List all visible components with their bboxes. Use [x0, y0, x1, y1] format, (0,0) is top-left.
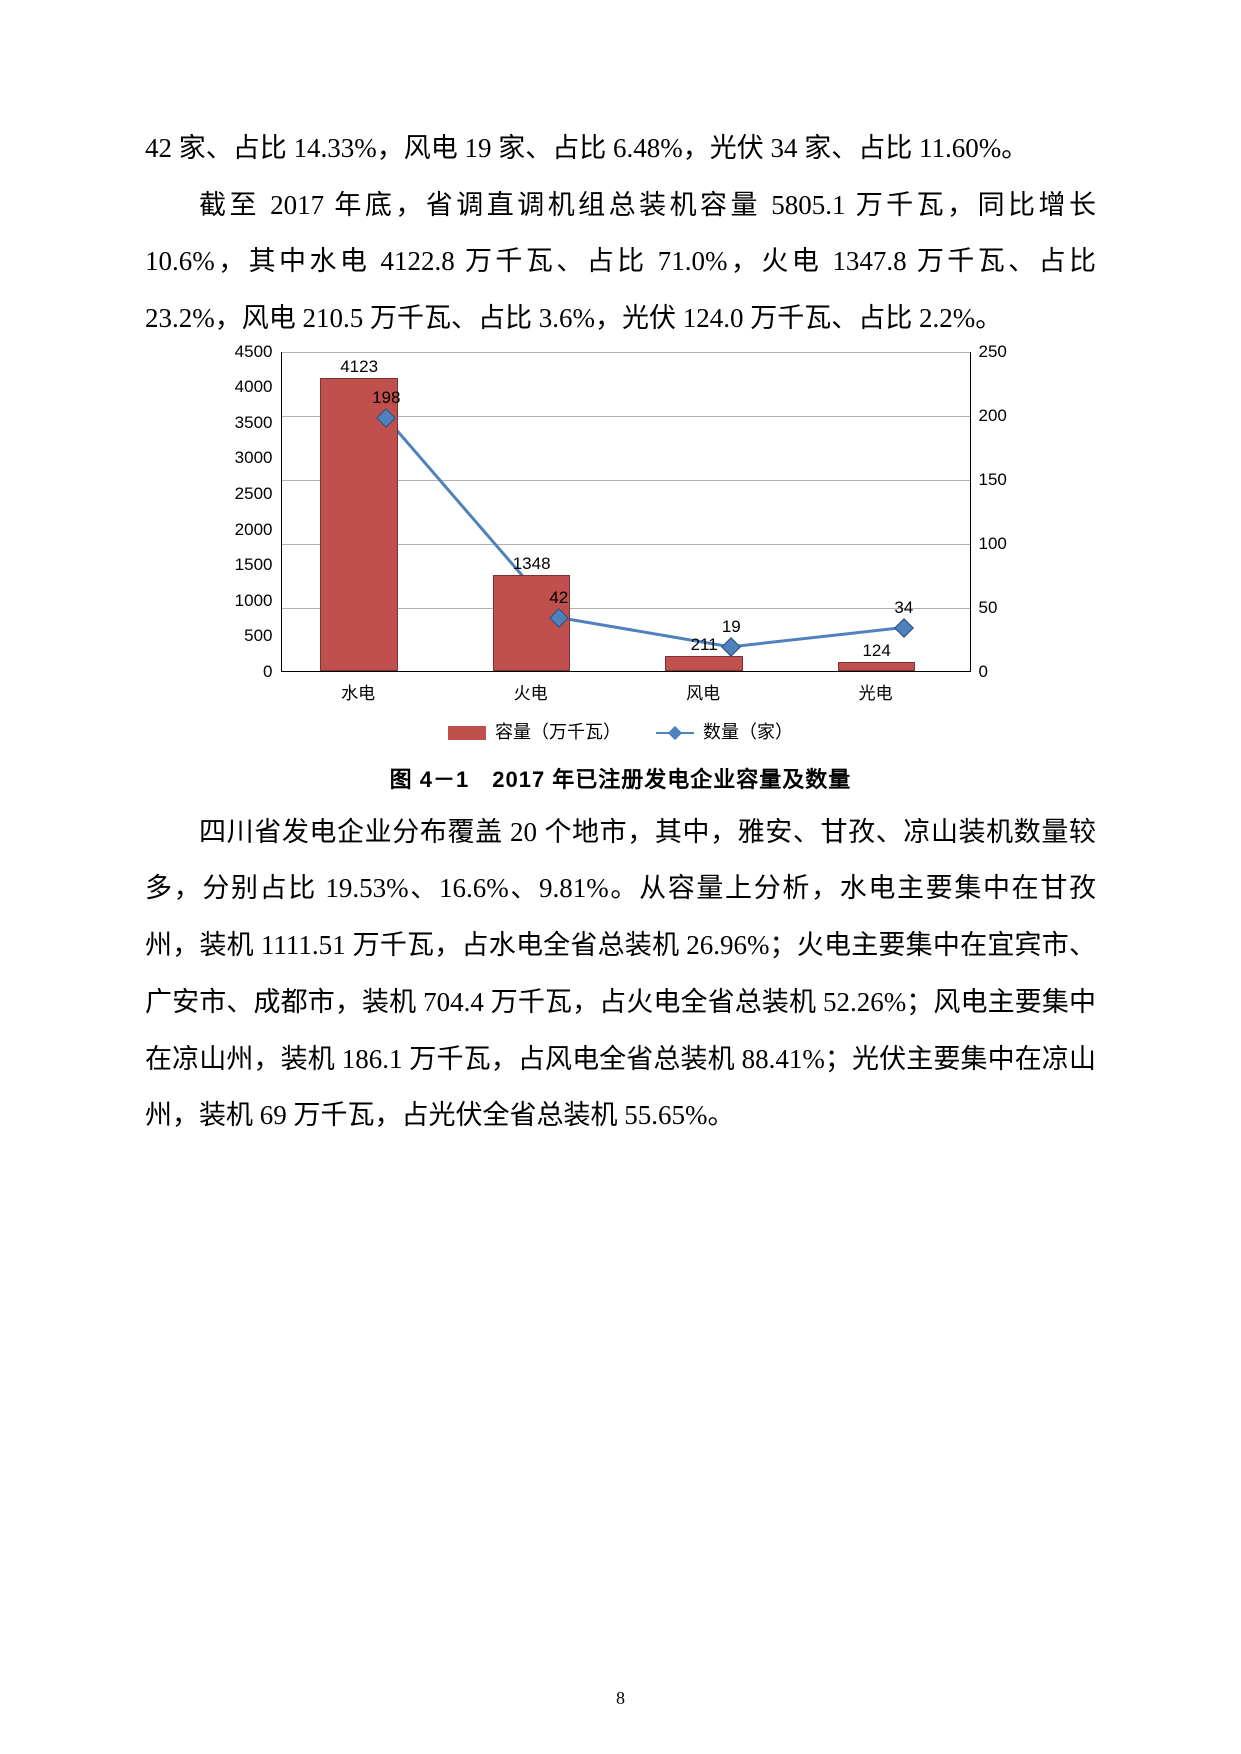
y-left-tick: 3500: [211, 413, 273, 433]
y-right-tick: 150: [979, 470, 1031, 490]
plot-area: 4123 198 1348 42 21119 124 34: [281, 352, 971, 672]
x-category-label: 风电: [643, 679, 763, 704]
chart-legend: 容量（万千瓦） 数量（家）: [211, 718, 1031, 744]
y-left-tick: 4000: [211, 377, 273, 397]
line-value-label: 34: [894, 598, 913, 618]
paragraph-1: 42 家、占比 14.33%，风电 19 家、占比 6.48%，光伏 34 家、…: [145, 120, 1096, 177]
y-left-tick: 0: [211, 662, 273, 682]
y-left-tick: 3000: [211, 448, 273, 468]
bar-value-label: 211: [691, 635, 718, 655]
y-left-tick: 1000: [211, 591, 273, 611]
line-value-label: 42: [549, 588, 568, 608]
line-value-label: 19: [722, 617, 741, 637]
y-left-tick: 2000: [211, 520, 273, 540]
legend-label-line: 数量（家）: [703, 722, 793, 742]
chart-canvas: 4123 198 1348 42 21119 124 34 0 50 100 150 200 2500…: [211, 347, 1031, 712]
x-category-label: 水电: [298, 679, 418, 704]
x-category-label: 火电: [471, 679, 591, 704]
chart-caption: 图 4－1 2017 年已注册发电企业容量及数量: [211, 762, 1031, 794]
y-left-tick: 2500: [211, 484, 273, 504]
bar: [838, 662, 916, 671]
body-text-2: 四川省发电企业分布覆盖 20 个地市，其中，雅安、甘孜、凉山装机数量较多，分别占…: [145, 804, 1096, 1144]
y-right-tick: 50: [979, 598, 1031, 618]
page-number: 8: [0, 1688, 1241, 1709]
y-right-tick: 0: [979, 662, 1031, 682]
bar-value-label: 124: [862, 641, 890, 661]
body-text: 42 家、占比 14.33%，风电 19 家、占比 6.48%，光伏 34 家、…: [145, 120, 1096, 347]
paragraph-2: 截至 2017 年底，省调直调机组总装机容量 5805.1 万千瓦，同比增长 1…: [145, 177, 1096, 347]
y-right-tick: 250: [979, 342, 1031, 362]
line-value-label: 198: [372, 388, 400, 408]
legend-label-bar: 容量（万千瓦）: [495, 722, 621, 742]
document-page: 42 家、占比 14.33%，风电 19 家、占比 6.48%，光伏 34 家、…: [0, 0, 1241, 1754]
x-category-label: 光电: [816, 679, 936, 704]
y-right-tick: 100: [979, 534, 1031, 554]
bar-value-label: 1348: [513, 554, 551, 574]
paragraph-3: 四川省发电企业分布覆盖 20 个地市，其中，雅安、甘孜、凉山装机数量较多，分别占…: [145, 804, 1096, 1144]
y-left-tick: 500: [211, 626, 273, 646]
y-left-tick: 1500: [211, 555, 273, 575]
y-right-tick: 200: [979, 406, 1031, 426]
y-left-tick: 4500: [211, 342, 273, 362]
chart-4-1: 4123 198 1348 42 21119 124 34 0 50 100 150 200 2500…: [211, 347, 1031, 794]
legend-swatch-line: [656, 726, 694, 740]
bar: [665, 656, 743, 671]
legend-swatch-bar: [448, 726, 486, 740]
bar-value-label: 4123: [340, 357, 378, 377]
